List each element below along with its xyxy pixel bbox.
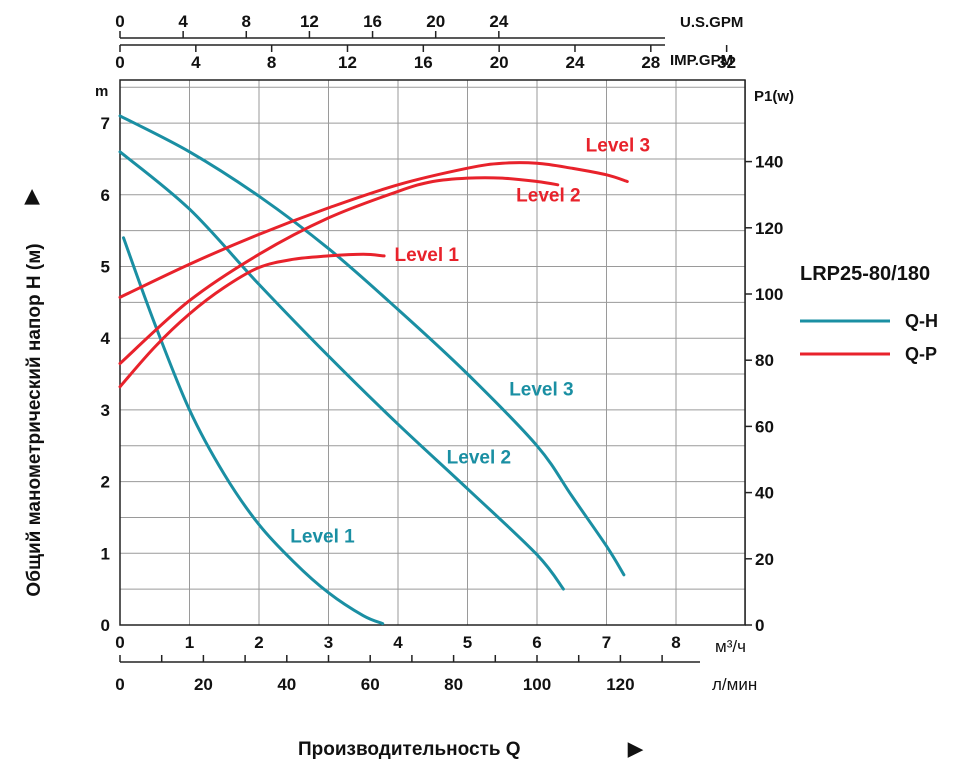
axes — [119, 31, 752, 663]
lmin-unit-label: л/мин — [712, 675, 757, 694]
us-gpm-tick-label: 16 — [363, 12, 382, 31]
us-gpm-tick-label: 24 — [489, 12, 508, 31]
us-gpm-tick-label: 20 — [426, 12, 445, 31]
m3h-tick-label: 7 — [602, 633, 611, 652]
us-gpm-tick-label: 8 — [242, 12, 251, 31]
q-p-level-3-label: Level 3 — [586, 136, 650, 157]
left-y-tick-label: 4 — [101, 329, 111, 348]
lmin-tick-label: 120 — [606, 675, 634, 694]
right-y-tick-label: 20 — [755, 550, 774, 569]
imp-gpm-tick-label: 32 — [717, 53, 736, 72]
right-y-tick-label: 80 — [755, 351, 774, 370]
tick-labels: 0 4 8 12 16 20 240 4 8 12 16 20 24 28 320 1 2 3 4 5 6 7 80 20 40… — [101, 12, 784, 694]
imp-gpm-tick-label: 12 — [338, 53, 357, 72]
q-p-level-1-curve — [118, 252, 386, 389]
m3h-tick-label: 4 — [393, 633, 403, 652]
legend-qh-label: Q-H — [905, 311, 938, 331]
lmin-tick-label: 40 — [277, 675, 296, 694]
imp-gpm-tick-label: 20 — [490, 53, 509, 72]
curve-labels: Level 1 Level 2 Level 3 Level 1 Level 2 Level… — [290, 136, 650, 548]
right-y-tick-label: 120 — [755, 219, 783, 238]
q-h-level-3-label: Level 3 — [509, 380, 573, 401]
imp-gpm-tick-label: 0 — [115, 53, 124, 72]
imp-gpm-tick-label: 24 — [566, 53, 585, 72]
q-h-level-2-curve — [118, 150, 565, 591]
imp-gpm-tick-label: 16 — [414, 53, 433, 72]
m3h-tick-label: 1 — [185, 633, 194, 652]
right-y-tick-label: 40 — [755, 484, 774, 503]
m3h-tick-label: 0 — [115, 633, 124, 652]
left-y-tick-label: 6 — [101, 186, 110, 205]
lmin-tick-label: 60 — [361, 675, 380, 694]
us-gpm-tick-label: 12 — [300, 12, 319, 31]
q-p-level-1-label: Level 1 — [395, 245, 460, 266]
left-y-tick-label: 3 — [101, 401, 110, 420]
q-p-level-2-label: Level 2 — [516, 185, 580, 206]
left-y-tick-label: 7 — [101, 114, 110, 133]
q-h-level-3-curve — [118, 114, 626, 577]
grid — [120, 80, 746, 625]
imp-gpm-tick-label: 28 — [641, 53, 660, 72]
lmin-tick-label: 80 — [444, 675, 463, 694]
y-axis-arrow: ▶ — [21, 188, 42, 205]
model-label: LRP25-80/180 — [800, 263, 930, 285]
us-gpm-tick-label: 4 — [178, 12, 188, 31]
m3h-tick-label: 2 — [254, 633, 263, 652]
imp-gpm-tick-label: 8 — [267, 53, 276, 72]
left-axis-unit-label: m — [95, 83, 108, 100]
m3h-unit-label: м³/ч — [715, 637, 746, 656]
imp-gpm-tick-label: 4 — [191, 53, 201, 72]
q-h-level-1-label: Level 1 — [290, 527, 355, 548]
q-h-level-1-curve — [122, 236, 385, 626]
us-gpm-unit-label: U.S.GPM — [680, 14, 743, 31]
m3h-tick-label: 8 — [671, 633, 680, 652]
lmin-tick-label: 20 — [194, 675, 213, 694]
m3h-tick-label: 3 — [324, 633, 333, 652]
plot-frame — [119, 79, 746, 626]
m3h-tick-label: 6 — [532, 633, 541, 652]
y-axis-title: Общий манометрический напор H (м) — [24, 243, 45, 596]
imp-gpm-unit-label: IMP.GPM — [670, 52, 733, 69]
us-gpm-tick-label: 0 — [115, 12, 124, 31]
left-y-tick-label: 5 — [101, 258, 110, 277]
right-y-tick-label: 60 — [755, 417, 774, 436]
right-y-tick-label: 140 — [755, 153, 783, 172]
legend-qp-label: Q-P — [905, 344, 937, 364]
lmin-tick-label: 100 — [523, 675, 551, 694]
q-p-level-2-curve — [118, 176, 560, 365]
right-axis-title: P1(w) — [754, 88, 794, 105]
lmin-tick-label: 0 — [115, 675, 124, 694]
left-y-tick-label: 2 — [101, 473, 110, 492]
q-h-level-2-label: Level 2 — [447, 448, 511, 469]
left-y-tick-label: 1 — [101, 544, 110, 563]
left-y-tick-label: 0 — [101, 616, 110, 635]
x-axis-title: Производительность Q — [298, 739, 521, 760]
m3h-tick-label: 5 — [463, 633, 472, 652]
right-y-tick-label: 100 — [755, 285, 783, 304]
curves — [118, 114, 629, 626]
right-y-tick-label: 0 — [755, 616, 764, 635]
q-p-level-3-curve — [118, 161, 629, 299]
x-axis-arrow: ▶ — [627, 739, 644, 760]
